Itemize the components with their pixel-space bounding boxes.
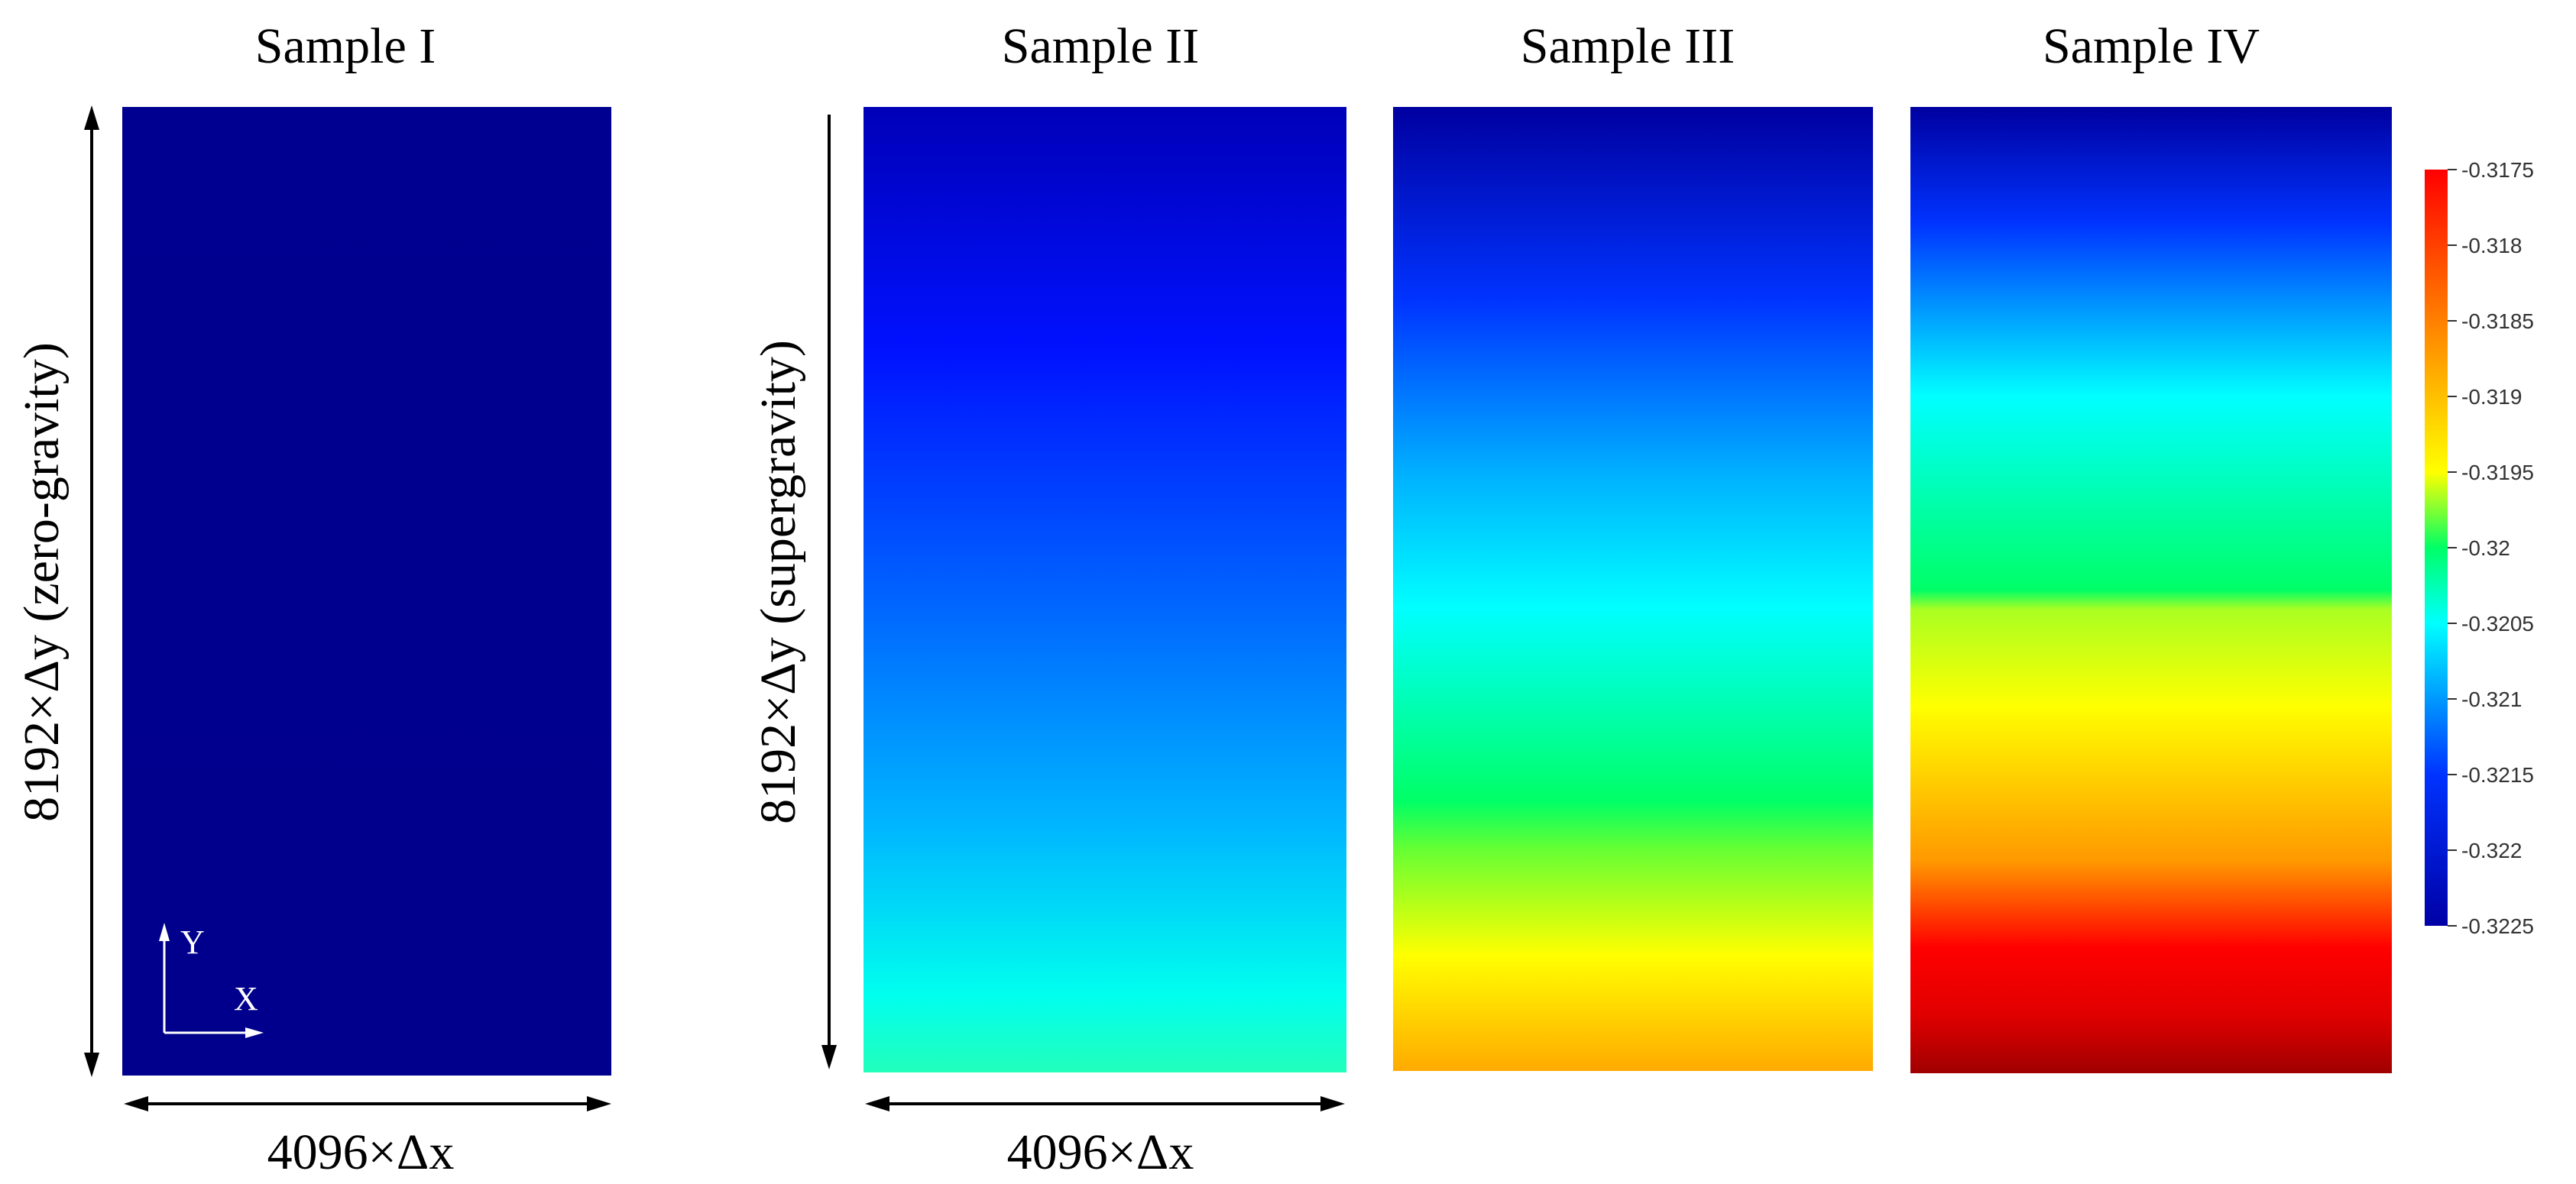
sample-2-title: Sample II xyxy=(1002,18,1199,74)
sample-1-title: Sample I xyxy=(255,18,436,74)
colorbar-tick-label: -0.321 xyxy=(2461,687,2522,711)
sample-4-title: Sample IV xyxy=(2043,18,2260,74)
colorbar-tick-label: -0.32 xyxy=(2461,536,2510,560)
width-arrow-1 xyxy=(124,1096,611,1111)
colorbar-tick-label: -0.319 xyxy=(2461,385,2522,409)
sample-3-field xyxy=(1393,107,1873,1071)
colorbar-tick-label: -0.318 xyxy=(2461,234,2522,257)
sample-1-field xyxy=(122,107,611,1076)
colorbar-tick-label: -0.3225 xyxy=(2461,914,2534,938)
colorbar-tick-label: -0.3195 xyxy=(2461,461,2534,484)
height-arrow-1 xyxy=(84,105,99,1077)
axis-triad xyxy=(159,923,264,1038)
colorbar xyxy=(2425,170,2448,926)
height-arrow-2 xyxy=(821,115,837,1069)
colorbar-tick-label: -0.322 xyxy=(2461,839,2522,862)
axis-x-label: X xyxy=(234,980,258,1017)
sample-3-title: Sample III xyxy=(1521,18,1735,74)
width-label-1: 4096×Δx xyxy=(267,1124,455,1180)
axis-y-label: Y xyxy=(180,924,205,961)
colorbar-ticks: -0.3175 -0.318 -0.3185 -0.319 -0.3195 -0.32 -0… xyxy=(2448,158,2534,938)
colorbar-tick-label: -0.3185 xyxy=(2461,309,2534,333)
width-label-2: 4096×Δx xyxy=(1007,1124,1194,1180)
colorbar-tick-label: -0.3175 xyxy=(2461,158,2534,182)
sample-2-field xyxy=(864,107,1346,1072)
width-arrow-2 xyxy=(865,1096,1345,1111)
sample-4-field xyxy=(1910,107,2392,1073)
colorbar-tick-label: -0.3215 xyxy=(2461,763,2534,787)
height-label-2: 8192×Δy (supergravity) xyxy=(750,340,806,824)
height-label-1: 8192×Δy (zero-gravity) xyxy=(14,342,70,822)
colorbar-tick-label: -0.3205 xyxy=(2461,612,2534,636)
